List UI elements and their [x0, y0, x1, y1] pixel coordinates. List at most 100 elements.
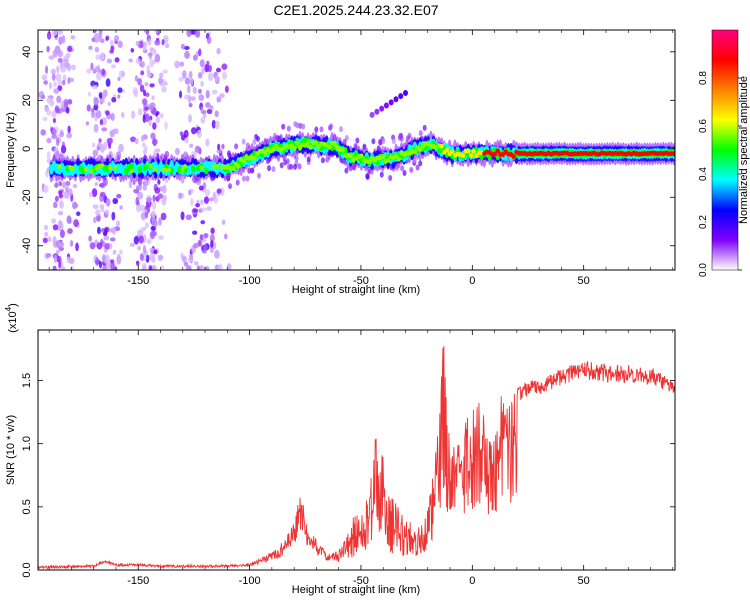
spectrogram-speckle: [199, 234, 204, 241]
snr-x-tick-label: 50: [578, 575, 590, 587]
spectrogram-speckle: [144, 82, 149, 87]
spectrogram-speckle: [185, 214, 192, 221]
spectrogram-speckle: [55, 150, 60, 158]
spectrogram-ridge-cell: [148, 164, 153, 169]
spectrogram-speckle: [42, 237, 48, 244]
spectrogram-ridge-cell: [444, 147, 450, 153]
spectrogram-ridge-cell: [214, 163, 220, 169]
spectrogram-speckle: [96, 242, 103, 250]
spectrogram-ridge-cell: [412, 149, 418, 155]
spectrogram-speckle: [211, 89, 218, 95]
spectrogram-speckle: [117, 87, 123, 94]
spectrogram-speckle: [142, 245, 147, 254]
spectrogram-speckle: [344, 134, 349, 141]
spectrogram-speckle: [151, 230, 158, 237]
spectrogram-speckle: [193, 242, 199, 249]
spectrogram-speckle: [234, 143, 239, 150]
spectrogram-speckle: [216, 188, 222, 194]
spectrogram-speckle: [43, 184, 49, 193]
spectrogram-speckle: [247, 167, 252, 174]
spectrogram-speckle: [388, 175, 393, 182]
spectrogram-speckle: [137, 191, 144, 200]
snr-x-tick-label: 0: [469, 575, 475, 587]
spectrogram-speckle: [52, 30, 58, 36]
spectrogram-speckle: [51, 218, 57, 224]
spectrogram-speckle: [210, 227, 215, 234]
spectrogram-ridge-cell: [70, 166, 75, 171]
spectrogram-speckle: [130, 136, 136, 143]
spectrogram-speckle: [177, 192, 183, 200]
spectrogram-speckle: [120, 112, 125, 119]
spectrogram-ridge-cell: [89, 168, 94, 174]
spectrogram-speckle: [46, 137, 52, 144]
spectrogram-speckle: [100, 52, 105, 61]
colorbar-tick-label: 0.8: [698, 71, 709, 85]
spectrogram-speckle: [151, 264, 157, 270]
spectrogram-speckle: [107, 101, 111, 107]
spectrogram-ridge-cell: [198, 165, 204, 171]
spectrogram-speckle: [151, 200, 157, 210]
spectrogram-speckle: [200, 116, 206, 124]
spectrogram-speckle: [160, 212, 167, 221]
spectrogram-speckle: [204, 266, 210, 270]
spectrogram-speckle: [138, 230, 144, 236]
spectrogram-speckle: [203, 243, 208, 251]
spectrogram-speckle: [320, 157, 325, 164]
spectrogram-secondary-blob: [403, 90, 408, 97]
spectrogram-speckle: [99, 191, 106, 198]
spectrogram-speckle: [48, 82, 52, 90]
snr-x-tick-label: -150: [127, 575, 149, 587]
spectrogram-ridge-cell: [107, 165, 113, 171]
spectrogram-speckle: [344, 167, 349, 174]
spectrogram-speckle: [314, 126, 319, 133]
spectrogram-speckle: [55, 73, 62, 82]
spectrogram-speckle: [94, 66, 100, 73]
spectrogram-speckle: [52, 49, 58, 58]
spectrogram-speckle: [47, 236, 52, 242]
spectrogram-speckle: [148, 119, 152, 127]
spectrogram-y-axis-label: Frequency (Hz): [5, 112, 17, 188]
spectrogram-speckle: [134, 75, 139, 82]
spectrogram-speckle: [66, 132, 73, 139]
spectrogram-speckle: [87, 91, 92, 97]
spectrogram-speckle: [245, 175, 250, 182]
spectrogram-speckle: [109, 237, 116, 242]
spectrogram-speckle: [148, 55, 152, 60]
spectrogram-speckle: [205, 102, 211, 108]
spectrogram-speckle: [152, 194, 156, 202]
spectrogram-speckle: [101, 90, 107, 100]
spectrogram-ridge-cell: [492, 151, 498, 157]
spectrogram-speckle: [105, 209, 110, 215]
spectrogram-speckle: [43, 80, 49, 85]
spectrogram-speckle: [58, 259, 62, 269]
spectrogram-speckle: [221, 63, 228, 70]
spectrogram-speckle: [199, 264, 205, 270]
spectrogram-speckle: [365, 173, 370, 180]
spectrogram-speckle: [62, 181, 66, 189]
spectrogram-ridge-cell: [359, 153, 364, 159]
spectrogram-speckle: [64, 186, 70, 193]
spectrogram-speckle: [142, 183, 147, 191]
spectrogram-speckle: [151, 210, 156, 218]
spectrogram-speckle: [60, 222, 64, 231]
snr-series-line: [37, 346, 676, 570]
spectrogram-speckle: [205, 138, 210, 147]
spectrogram-speckle: [201, 207, 208, 212]
spectrogram-speckle: [217, 143, 221, 151]
spectrogram-speckle: [56, 30, 62, 34]
spectrogram-speckle: [138, 235, 144, 244]
spectrogram-speckle: [215, 264, 219, 270]
spectrogram-speckle: [94, 181, 98, 187]
spectrogram-speckle: [188, 189, 192, 196]
spectrogram-ridge-cell: [418, 147, 423, 152]
spectrogram-speckle: [53, 88, 60, 94]
spectrogram-speckle: [59, 200, 64, 209]
spectrogram-speckle: [181, 70, 187, 79]
spectrogram-speckle: [53, 81, 58, 88]
spectrogram-speckle: [88, 45, 93, 51]
spectrogram-x-tick-label: 50: [578, 275, 590, 287]
spectrogram-ridge-cell: [439, 143, 444, 149]
spectrogram-speckle: [293, 121, 298, 128]
spectrogram-speckle: [181, 255, 187, 263]
spectrogram-speckle: [60, 65, 67, 73]
